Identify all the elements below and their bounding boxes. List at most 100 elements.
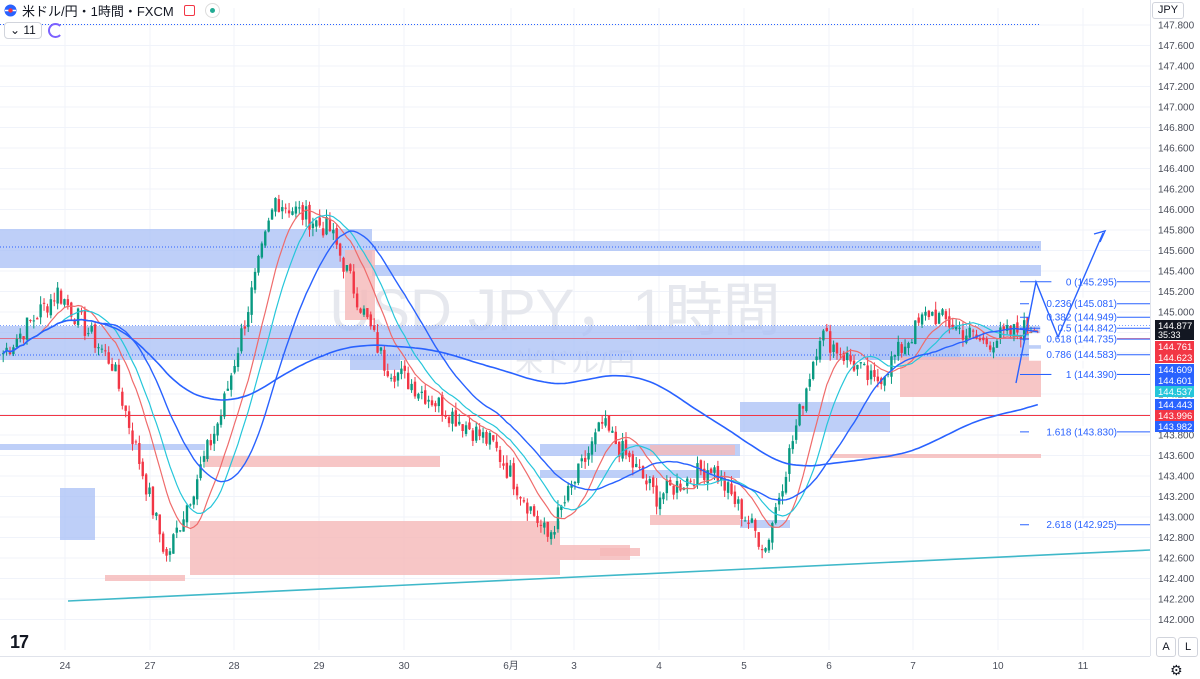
fib-label: 1.618 (143.830) xyxy=(1046,427,1117,438)
candles xyxy=(2,194,1039,562)
demand-zone xyxy=(0,444,205,450)
candle-body xyxy=(553,531,556,535)
candle-body xyxy=(842,352,846,361)
candle-body xyxy=(144,474,148,495)
candle-body xyxy=(131,430,134,445)
supply-zone xyxy=(205,456,440,467)
candle-body xyxy=(815,356,818,361)
y-tick-label: 146.800 xyxy=(1158,123,1195,134)
symbol-header[interactable]: 米ドル/円・1時間・FXCM xyxy=(4,2,220,19)
x-tick-label: 6月 xyxy=(503,660,519,672)
candle-body xyxy=(53,300,56,302)
candle-body xyxy=(798,404,801,426)
y-tick-label: 147.800 xyxy=(1158,21,1195,32)
candle-body xyxy=(811,361,815,380)
candle-body xyxy=(46,306,49,313)
price-tag xyxy=(1155,375,1194,386)
candle-body xyxy=(665,479,669,494)
price-tag-label: 144.537 xyxy=(1158,387,1192,398)
candle-body xyxy=(359,308,362,313)
candle-body xyxy=(580,458,583,462)
candle-body xyxy=(308,204,311,230)
candle-body xyxy=(900,344,903,353)
candle-body xyxy=(376,332,379,353)
fib-label: 0.382 (144.949) xyxy=(1046,313,1117,324)
candle-body xyxy=(532,506,536,516)
candle-countdown: 35:33 xyxy=(1158,330,1181,340)
candle-body xyxy=(512,463,515,490)
candle-body xyxy=(944,311,948,320)
y-tick-label: 143.200 xyxy=(1158,492,1195,503)
zones xyxy=(0,229,1041,581)
candle-body xyxy=(29,320,32,322)
indicator-toggle[interactable]: ⌄ 11 xyxy=(4,22,42,39)
candle-body xyxy=(260,243,264,258)
candle-body xyxy=(311,223,315,229)
candle-body xyxy=(941,309,944,315)
candle-body xyxy=(549,532,553,540)
log-scale-button[interactable]: L xyxy=(1178,637,1198,657)
candle-body xyxy=(107,352,110,364)
candle-body xyxy=(495,441,498,448)
candle-body xyxy=(233,366,236,373)
candle-body xyxy=(277,199,281,212)
indicator-row[interactable]: ⌄ 11 xyxy=(4,22,63,39)
y-tick-label: 147.400 xyxy=(1158,62,1195,73)
demand-zone xyxy=(0,229,372,268)
autoscale-button[interactable]: A xyxy=(1156,637,1176,657)
demand-zone xyxy=(740,520,790,528)
candle-body xyxy=(185,505,189,523)
candle-body xyxy=(1002,326,1005,331)
candle-body xyxy=(968,327,971,338)
candle-body xyxy=(781,491,784,497)
candle-body xyxy=(760,549,764,551)
candle-body xyxy=(587,452,590,460)
candle-body xyxy=(1009,326,1012,335)
candle-body xyxy=(723,478,726,491)
candle-body xyxy=(505,462,509,478)
candle-body xyxy=(42,302,46,304)
candle-body xyxy=(529,506,532,511)
candle-body xyxy=(202,456,206,462)
candle-body xyxy=(36,318,39,320)
fib-label: 0.618 (144.735) xyxy=(1046,335,1117,346)
fib-label: 1 (144.390) xyxy=(1066,370,1117,381)
candle-body xyxy=(699,460,703,472)
candle-body xyxy=(628,452,631,458)
candle-body xyxy=(1012,324,1016,338)
trend-line xyxy=(67,549,1151,602)
y-tick-label: 145.800 xyxy=(1158,226,1195,237)
candle-body xyxy=(917,317,920,323)
ma-medium xyxy=(2,214,1038,517)
y-tick-label: 145.000 xyxy=(1158,308,1195,319)
candle-body xyxy=(1029,332,1033,334)
candle-body xyxy=(832,344,835,353)
candle-body xyxy=(427,399,430,402)
y-tick-label: 142.200 xyxy=(1158,595,1195,606)
candle-body xyxy=(689,480,692,482)
candle-body xyxy=(451,411,454,424)
candle-body xyxy=(362,308,366,315)
candle-body xyxy=(767,539,771,551)
candle-body xyxy=(240,328,243,352)
candle-body xyxy=(369,314,372,327)
candle-body xyxy=(635,463,638,468)
candle-body xyxy=(849,355,852,362)
candle-body xyxy=(257,255,260,273)
currency-button[interactable]: JPY xyxy=(1152,2,1184,19)
price-tag-label: 144.623 xyxy=(1158,353,1192,364)
candle-body xyxy=(366,308,369,318)
candle-body xyxy=(274,198,277,212)
gear-icon[interactable]: ⚙ xyxy=(1170,662,1183,678)
demand-zone xyxy=(540,470,740,478)
candle-body xyxy=(740,499,743,520)
candle-body xyxy=(151,486,155,516)
y-tick-label: 143.600 xyxy=(1158,451,1195,462)
candle-body xyxy=(641,466,645,479)
candle-body xyxy=(764,548,767,552)
candle-body xyxy=(19,333,22,339)
x-tick-label: 7 xyxy=(910,661,916,672)
candle-body xyxy=(430,400,434,406)
x-tick-label: 4 xyxy=(656,661,662,672)
